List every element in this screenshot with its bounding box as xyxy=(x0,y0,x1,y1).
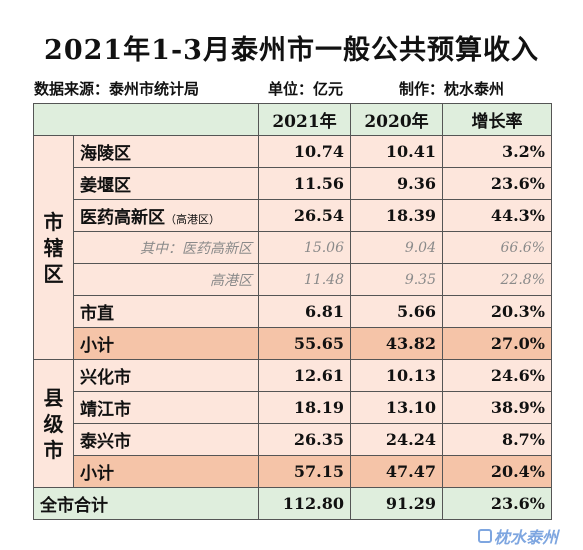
total-label: 全市合计 xyxy=(33,487,259,520)
value-2020: 10.13 xyxy=(350,359,443,392)
table-row: 靖江市 18.19 13.10 38.9% xyxy=(33,391,552,424)
value-2020: 10.41 xyxy=(350,135,443,168)
value-2021: 55.65 xyxy=(258,327,351,360)
value-2020: 47.47 xyxy=(350,455,443,488)
row-label: 兴化市 xyxy=(73,359,259,392)
row-label: 靖江市 xyxy=(73,391,259,424)
value-growth: 20.4% xyxy=(442,455,552,488)
subtotal-row: 小计 57.15 47.47 20.4% xyxy=(33,455,552,488)
row-label: 医药高新区（高港区） xyxy=(73,199,259,232)
table-row: 市辖区 海陵区 10.74 10.41 3.2% xyxy=(33,135,552,360)
page-title: 2021年1-3月泰州市一般公共预算收入 xyxy=(44,35,539,66)
value-2021: 18.19 xyxy=(258,391,351,424)
row-label: 市直 xyxy=(73,295,259,328)
subtotal-row: 小计 55.65 43.82 27.0% xyxy=(33,327,552,360)
table-row: 市直 6.81 5.66 20.3% xyxy=(33,295,552,328)
value-2020: 24.24 xyxy=(350,423,443,456)
header-2021: 2021年 xyxy=(258,103,351,136)
value-2021: 11.56 xyxy=(258,167,351,200)
row-label: 泰兴市 xyxy=(73,423,259,456)
value-2021: 26.35 xyxy=(258,423,351,456)
value-growth: 38.9% xyxy=(442,391,552,424)
table-row: 县级市 兴化市 12.61 10.13 24.6% xyxy=(33,359,552,488)
value-2021: 15.06 xyxy=(258,231,351,264)
value-2020: 5.66 xyxy=(350,295,443,328)
row-label-note: （高港区） xyxy=(165,213,220,226)
value-2021: 12.61 xyxy=(258,359,351,392)
value-2021: 10.74 xyxy=(258,135,351,168)
value-2021: 26.54 xyxy=(258,199,351,232)
row-label: 小计 xyxy=(73,455,259,488)
unit-text: 单位：亿元 xyxy=(268,80,344,98)
value-2020: 9.35 xyxy=(350,263,443,296)
total-growth: 23.6% xyxy=(442,487,552,520)
row-label: 高港区 xyxy=(73,263,259,296)
value-2020: 9.04 xyxy=(350,231,443,264)
table-row: 姜堰区 11.56 9.36 23.6% xyxy=(33,167,552,200)
value-2021: 6.81 xyxy=(258,295,351,328)
total-2020: 91.29 xyxy=(350,487,443,520)
row-label: 海陵区 xyxy=(73,135,259,168)
header-2020: 2020年 xyxy=(350,103,443,136)
value-growth: 27.0% xyxy=(442,327,552,360)
value-2021: 11.48 xyxy=(258,263,351,296)
value-2020: 43.82 xyxy=(350,327,443,360)
row-label: 姜堰区 xyxy=(73,167,259,200)
watermark-text: 枕水泰州 xyxy=(494,528,559,547)
source-text: 数据来源：泰州市统计局 xyxy=(34,80,200,98)
value-2020: 13.10 xyxy=(350,391,443,424)
value-2020: 9.36 xyxy=(350,167,443,200)
value-growth: 22.8% xyxy=(442,263,552,296)
table-header-row: 2021年 2020年 增长率 xyxy=(33,103,552,136)
total-row: 全市合计 112.80 91.29 23.6% xyxy=(33,487,552,520)
table-row: 泰兴市 26.35 24.24 8.7% xyxy=(33,423,552,456)
value-2020: 18.39 xyxy=(350,199,443,232)
group-label-districts: 市辖区 xyxy=(33,135,74,360)
table-row: 其中：医药高新区 15.06 9.04 66.6% xyxy=(33,231,552,264)
value-growth: 24.6% xyxy=(442,359,552,392)
budget-table: 2021年 2020年 增长率 市辖区 海陵区 10.74 10.41 3.2%… xyxy=(33,103,552,520)
watermark: 枕水泰州 xyxy=(478,524,558,548)
table-row: 医药高新区（高港区） 26.54 18.39 44.3% xyxy=(33,199,552,232)
row-label: 小计 xyxy=(73,327,259,360)
value-growth: 3.2% xyxy=(442,135,552,168)
value-growth: 44.3% xyxy=(442,199,552,232)
value-growth: 66.6% xyxy=(442,231,552,264)
value-growth: 8.7% xyxy=(442,423,552,456)
value-growth: 23.6% xyxy=(442,167,552,200)
value-2021: 57.15 xyxy=(258,455,351,488)
row-label: 其中：医药高新区 xyxy=(73,231,259,264)
maker-text: 制作：枕水泰州 xyxy=(399,80,505,98)
value-growth: 20.3% xyxy=(442,295,552,328)
header-blank-cell xyxy=(33,103,259,136)
table-row: 高港区 11.48 9.35 22.8% xyxy=(33,263,552,296)
watermark-icon xyxy=(478,529,492,543)
total-2021: 112.80 xyxy=(258,487,351,520)
group-label-counties: 县级市 xyxy=(33,359,74,488)
header-growth: 增长率 xyxy=(442,103,552,136)
